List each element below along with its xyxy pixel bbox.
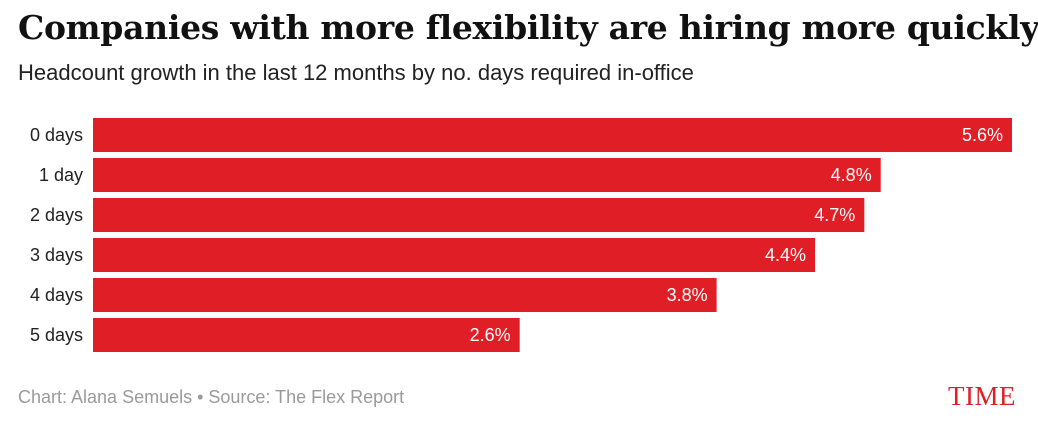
- category-label: 1 day: [39, 165, 83, 185]
- category-label: 3 days: [30, 245, 83, 265]
- bar-value-label: 5.6%: [962, 125, 1003, 145]
- bar[interactable]: [93, 318, 520, 352]
- bar[interactable]: [93, 198, 865, 232]
- category-label: 4 days: [30, 285, 83, 305]
- category-label: 0 days: [30, 125, 83, 145]
- category-label: 2 days: [30, 205, 83, 225]
- bar-value-label: 4.4%: [765, 245, 806, 265]
- bar-value-label: 3.8%: [667, 285, 708, 305]
- bar-value-label: 4.7%: [814, 205, 855, 225]
- bar-value-label: 4.8%: [831, 165, 872, 185]
- bar[interactable]: [93, 238, 816, 272]
- time-logo[interactable]: TIME: [948, 381, 1016, 411]
- bar[interactable]: [93, 118, 1012, 152]
- bar-value-label: 2.6%: [470, 325, 511, 345]
- bar[interactable]: [93, 158, 881, 192]
- category-label: 5 days: [30, 325, 83, 345]
- chart-title: Companies with more flexibility are hiri…: [18, 8, 1038, 47]
- chart-credit: Chart: Alana Semuels • Source: The Flex …: [18, 387, 405, 407]
- chart-subtitle: Headcount growth in the last 12 months b…: [18, 60, 694, 85]
- bar[interactable]: [93, 278, 717, 312]
